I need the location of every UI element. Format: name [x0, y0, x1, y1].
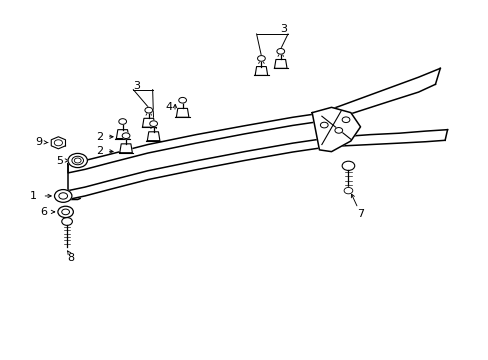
- Circle shape: [257, 55, 265, 61]
- Circle shape: [74, 158, 81, 163]
- Polygon shape: [311, 107, 360, 152]
- Text: 3: 3: [133, 81, 141, 91]
- Circle shape: [59, 193, 67, 199]
- Text: 1: 1: [30, 191, 37, 201]
- Polygon shape: [274, 59, 286, 68]
- Circle shape: [122, 133, 130, 139]
- Circle shape: [334, 127, 342, 133]
- Text: 6: 6: [41, 207, 47, 217]
- Text: 4: 4: [164, 102, 172, 112]
- Polygon shape: [147, 132, 160, 141]
- Circle shape: [61, 217, 72, 225]
- Polygon shape: [116, 130, 129, 139]
- Polygon shape: [319, 68, 439, 123]
- Circle shape: [61, 209, 69, 215]
- Circle shape: [342, 117, 349, 123]
- Polygon shape: [255, 67, 267, 76]
- Polygon shape: [319, 130, 447, 148]
- Text: 8: 8: [67, 253, 74, 263]
- Circle shape: [144, 107, 152, 113]
- Polygon shape: [51, 137, 65, 149]
- Circle shape: [119, 119, 126, 124]
- Text: 7: 7: [356, 209, 364, 219]
- Circle shape: [149, 121, 157, 126]
- Text: 5: 5: [56, 156, 63, 166]
- Text: 3: 3: [280, 24, 287, 34]
- Circle shape: [72, 156, 83, 165]
- Polygon shape: [120, 144, 132, 153]
- Polygon shape: [68, 113, 319, 173]
- Circle shape: [68, 153, 87, 168]
- Text: 2: 2: [96, 132, 103, 142]
- Circle shape: [179, 98, 186, 103]
- Circle shape: [342, 161, 354, 170]
- Text: 9: 9: [36, 137, 42, 147]
- Polygon shape: [142, 118, 155, 127]
- Text: 2: 2: [96, 146, 103, 156]
- Polygon shape: [68, 139, 319, 199]
- Circle shape: [320, 122, 327, 128]
- Circle shape: [344, 188, 352, 194]
- Circle shape: [276, 49, 284, 54]
- Polygon shape: [176, 108, 188, 117]
- Circle shape: [58, 206, 73, 217]
- Circle shape: [54, 190, 72, 202]
- Circle shape: [54, 140, 62, 146]
